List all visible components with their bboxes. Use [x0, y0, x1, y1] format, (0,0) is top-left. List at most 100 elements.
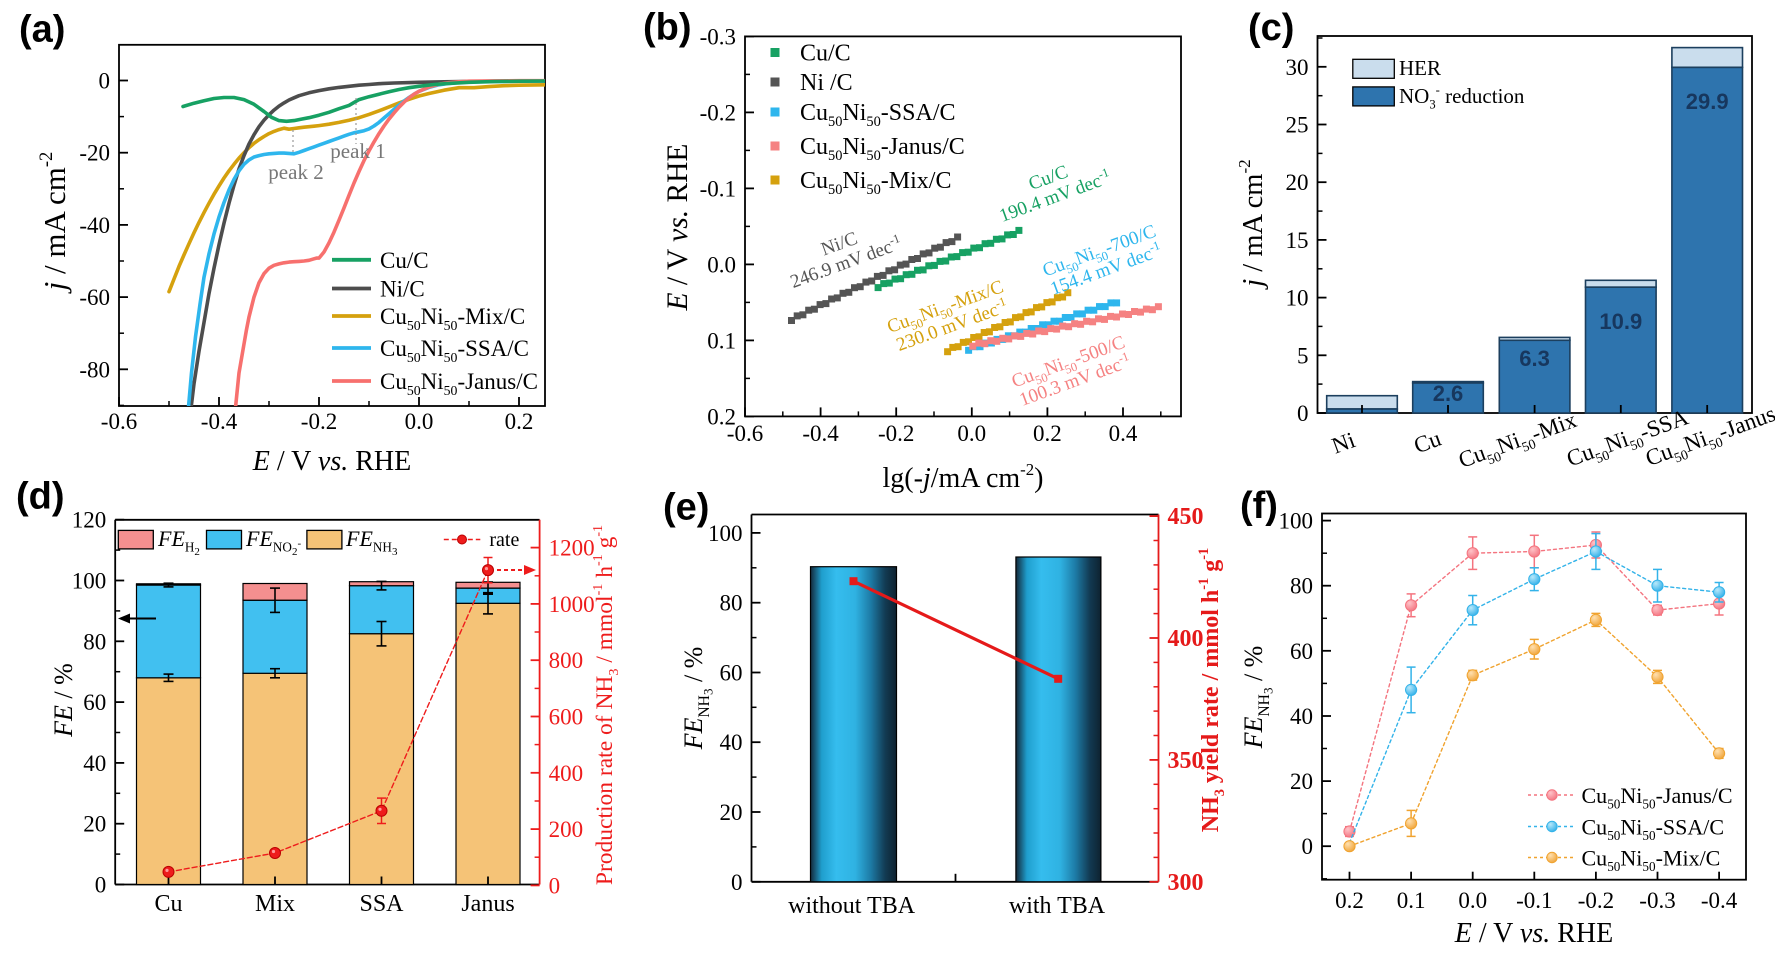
svg-text:30: 30 — [1286, 55, 1309, 80]
svg-text:-60: -60 — [79, 285, 110, 310]
svg-text:-0.4: -0.4 — [1701, 888, 1738, 913]
svg-text:(f): (f) — [1240, 485, 1278, 527]
svg-text:0: 0 — [1297, 401, 1309, 426]
svg-text:-0.2: -0.2 — [301, 409, 337, 434]
svg-text:Cu50Ni50-SSA/C: Cu50Ni50-SSA/C — [800, 100, 956, 130]
svg-text:-20: -20 — [79, 141, 110, 166]
svg-text:0: 0 — [1302, 834, 1314, 859]
svg-text:j / mA cm-2: j / mA cm-2 — [1235, 159, 1269, 290]
svg-text:6.3: 6.3 — [1519, 346, 1550, 371]
svg-text:NH3 yield rate / mmol h-1 g-1: NH3 yield rate / mmol h-1 g-1 — [1196, 548, 1228, 833]
svg-text:SSA: SSA — [359, 891, 404, 917]
svg-text:-0.3: -0.3 — [1639, 888, 1675, 913]
svg-text:-80: -80 — [79, 357, 110, 382]
svg-text:0: 0 — [99, 69, 111, 94]
svg-text:0.0: 0.0 — [1458, 888, 1487, 913]
svg-text:-0.3: -0.3 — [700, 24, 736, 49]
svg-text:60: 60 — [720, 661, 743, 686]
svg-text:Cu: Cu — [154, 891, 182, 917]
svg-text:0.1: 0.1 — [707, 328, 736, 353]
svg-text:60: 60 — [83, 690, 106, 715]
svg-text:-0.2: -0.2 — [1578, 888, 1614, 913]
svg-text:200: 200 — [549, 817, 584, 842]
svg-text:0.2: 0.2 — [505, 409, 534, 434]
svg-text:0: 0 — [549, 873, 561, 898]
svg-text:-0.1: -0.1 — [700, 176, 736, 201]
svg-text:FENO2-: FENO2- — [245, 526, 301, 558]
svg-text:0.2: 0.2 — [1335, 888, 1364, 913]
svg-text:350: 350 — [1168, 748, 1204, 774]
svg-text:j / mA cm-2: j / mA cm-2 — [36, 152, 72, 295]
svg-text:1000: 1000 — [549, 592, 595, 617]
svg-text:0.1: 0.1 — [1397, 888, 1426, 913]
svg-text:-0.2: -0.2 — [700, 100, 736, 125]
svg-text:0.4: 0.4 — [1109, 421, 1138, 446]
svg-text:Ni/C: Ni/C — [380, 277, 425, 302]
svg-text:lg(-j/mA cm-2): lg(-j/mA cm-2) — [883, 460, 1044, 494]
svg-text:-0.2: -0.2 — [878, 421, 914, 446]
svg-text:0.0: 0.0 — [707, 252, 736, 277]
svg-text:29.9: 29.9 — [1686, 89, 1729, 114]
svg-text:Cu/C: Cu/C — [800, 41, 851, 67]
svg-text:450: 450 — [1168, 504, 1204, 530]
svg-text:rate: rate — [489, 529, 519, 551]
svg-text:Cu50Ni50-Janus/C: Cu50Ni50-Janus/C — [380, 369, 538, 398]
svg-text:peak 1: peak 1 — [330, 139, 385, 163]
svg-text:2.6: 2.6 — [1433, 381, 1464, 406]
svg-text:(d): (d) — [16, 476, 65, 518]
svg-text:E / V vs. RHE: E / V vs. RHE — [1454, 918, 1613, 949]
svg-text:0: 0 — [95, 873, 107, 898]
svg-text:Cu50Ni50-Janus/C: Cu50Ni50-Janus/C — [1582, 783, 1733, 812]
svg-text:Cu/C: Cu/C — [380, 248, 429, 273]
svg-text:100: 100 — [708, 521, 743, 546]
svg-text:300: 300 — [1168, 870, 1204, 896]
svg-text:-40: -40 — [79, 213, 110, 238]
svg-text:(c): (c) — [1248, 7, 1294, 49]
svg-text:Cu50Ni50-Mix/C: Cu50Ni50-Mix/C — [800, 168, 951, 198]
svg-text:40: 40 — [83, 751, 106, 776]
svg-text:40: 40 — [1290, 704, 1313, 729]
svg-text:5: 5 — [1297, 343, 1309, 368]
svg-text:100: 100 — [1279, 509, 1314, 534]
svg-text:10.9: 10.9 — [1599, 309, 1642, 334]
svg-text:FE / %: FE / % — [49, 663, 78, 738]
svg-text:-0.6: -0.6 — [727, 421, 763, 446]
svg-text:Mix: Mix — [255, 891, 295, 917]
svg-text:20: 20 — [720, 800, 743, 825]
svg-text:HER: HER — [1399, 56, 1441, 80]
svg-text:20: 20 — [1286, 170, 1309, 195]
svg-text:with TBA: with TBA — [1009, 893, 1106, 919]
svg-text:Janus: Janus — [461, 891, 514, 917]
svg-text:25: 25 — [1286, 113, 1309, 138]
svg-text:-0.1: -0.1 — [1516, 888, 1552, 913]
svg-text:peak 2: peak 2 — [268, 160, 323, 184]
svg-text:10: 10 — [1286, 286, 1309, 311]
svg-text:FENH3 / %: FENH3 / % — [679, 647, 715, 751]
svg-text:80: 80 — [720, 591, 743, 616]
svg-text:1200: 1200 — [549, 536, 595, 561]
svg-text:E / V vs. RHE: E / V vs. RHE — [662, 144, 694, 312]
svg-text:800: 800 — [549, 648, 584, 673]
svg-text:0: 0 — [731, 870, 743, 895]
svg-text:0.0: 0.0 — [405, 409, 434, 434]
svg-text:-0.4: -0.4 — [802, 421, 839, 446]
svg-text:20: 20 — [1290, 769, 1313, 794]
svg-text:20: 20 — [83, 812, 106, 837]
svg-text:400: 400 — [549, 761, 584, 786]
svg-text:FENH3: FENH3 — [345, 526, 398, 558]
svg-text:120: 120 — [72, 508, 107, 533]
svg-text:FEH2: FEH2 — [157, 526, 200, 558]
svg-text:FENH3 / %: FENH3 / % — [1239, 646, 1275, 750]
svg-text:Cu50Ni50-SSA/C: Cu50Ni50-SSA/C — [380, 336, 529, 365]
svg-text:Production rate of NH3 / mmol-: Production rate of NH3 / mmol-1 h-1 g-1 — [590, 525, 622, 885]
svg-text:Cu50Ni50-Mix/C: Cu50Ni50-Mix/C — [380, 304, 525, 333]
svg-text:80: 80 — [1290, 574, 1313, 599]
svg-text:-0.4: -0.4 — [201, 409, 238, 434]
svg-text:NO3- reduction: NO3- reduction — [1399, 83, 1525, 111]
svg-text:600: 600 — [549, 705, 584, 730]
svg-text:Cu50Ni50-SSA/C: Cu50Ni50-SSA/C — [1582, 815, 1725, 844]
svg-text:0.2: 0.2 — [1033, 421, 1062, 446]
svg-text:(a): (a) — [19, 9, 65, 51]
svg-text:0.0: 0.0 — [957, 421, 986, 446]
svg-text:E / V vs. RHE: E / V vs. RHE — [252, 446, 411, 477]
